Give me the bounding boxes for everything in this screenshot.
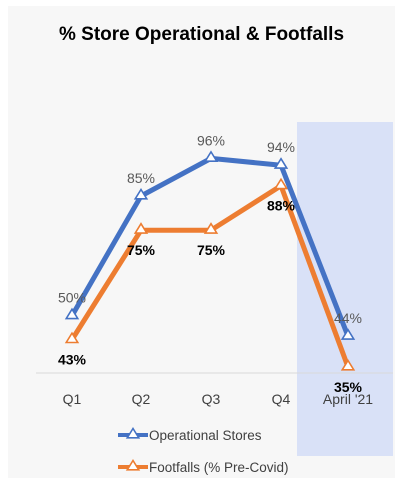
data-point-marker xyxy=(203,150,219,163)
data-label: 85% xyxy=(127,170,155,186)
data-label: 75% xyxy=(127,242,156,258)
legend-entry: Footfalls (% Pre-Covid) xyxy=(118,458,289,475)
legend-marker xyxy=(125,458,141,471)
data-label: 94% xyxy=(267,139,295,155)
data-point-marker xyxy=(64,331,80,344)
data-label: 88% xyxy=(267,198,296,214)
x-tick-label: Q3 xyxy=(202,391,221,407)
data-point-marker xyxy=(64,307,80,320)
data-label: 50% xyxy=(58,290,86,306)
data-label: 44% xyxy=(334,310,362,326)
data-point-marker xyxy=(203,222,219,234)
data-label: 96% xyxy=(197,132,225,148)
x-tick-label: April '21 xyxy=(323,391,373,407)
x-tick-label: Q2 xyxy=(132,391,151,407)
data-label: 75% xyxy=(197,242,226,258)
legend-marker xyxy=(125,426,141,439)
x-tick-label: Q1 xyxy=(63,391,82,407)
data-point-marker xyxy=(340,328,356,340)
data-point-marker xyxy=(340,358,356,371)
legend-entry: Operational Stores xyxy=(118,426,262,443)
legend-label: Footfalls (% Pre-Covid) xyxy=(149,460,289,475)
data-point-marker xyxy=(133,222,149,234)
chart-title: % Store Operational & Footfalls xyxy=(58,24,345,45)
data-point-marker xyxy=(133,187,149,200)
legend-label: Operational Stores xyxy=(149,428,262,443)
data-label: 43% xyxy=(58,352,87,368)
x-tick-label: Q4 xyxy=(272,391,291,407)
data-point-marker xyxy=(273,157,289,169)
highlight-band xyxy=(297,122,393,456)
data-label: 35% xyxy=(334,379,363,395)
data-point-marker xyxy=(273,177,289,190)
